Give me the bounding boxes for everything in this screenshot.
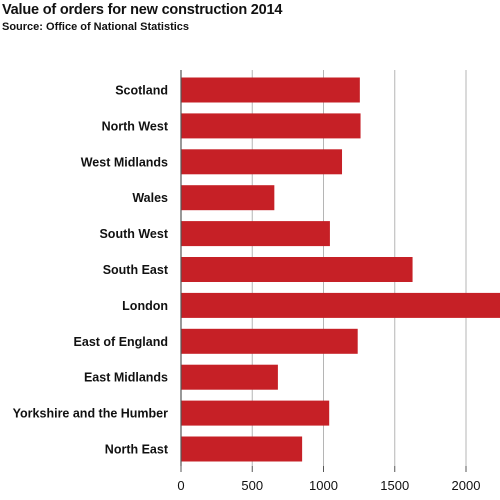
chart-title: Value of orders for new construction 201…	[2, 2, 283, 18]
tick-label-0: 0	[177, 478, 184, 493]
bar-north-east	[181, 436, 303, 462]
bar-south-east	[181, 257, 413, 282]
bar-london	[181, 292, 500, 318]
tick-label-500: 500	[241, 478, 263, 493]
bar-east-of-england	[181, 328, 358, 354]
category-label-south-west: South West	[99, 227, 168, 241]
category-label-south-east: South East	[103, 263, 169, 277]
bar-north-west	[181, 113, 361, 139]
category-label-yorkshire-and-the-humber: Yorkshire and the Humber	[13, 407, 168, 421]
bar-yorkshire-and-the-humber	[181, 400, 330, 426]
chart-subtitle: Source: Office of National Statistics	[2, 21, 190, 33]
category-label-north-west: North West	[102, 119, 169, 133]
category-label-wales: Wales	[132, 191, 168, 205]
bar-scotland	[181, 77, 360, 103]
category-label-scotland: Scotland	[115, 84, 168, 98]
tick-label-2000: 2000	[452, 478, 481, 493]
bar-south-west	[181, 221, 330, 247]
bar-wales	[181, 185, 275, 211]
tick-label-1000: 1000	[309, 478, 338, 493]
category-label-north-east: North East	[105, 443, 169, 457]
bar-east-midlands	[181, 364, 278, 390]
category-label-london: London	[122, 299, 168, 313]
category-label-east-of-england: East of England	[74, 335, 168, 349]
category-label-east-midlands: East Midlands	[84, 371, 168, 385]
category-label-west-midlands: West Midlands	[81, 155, 168, 169]
bar-west-midlands	[181, 149, 343, 175]
tick-label-1500: 1500	[380, 478, 409, 493]
